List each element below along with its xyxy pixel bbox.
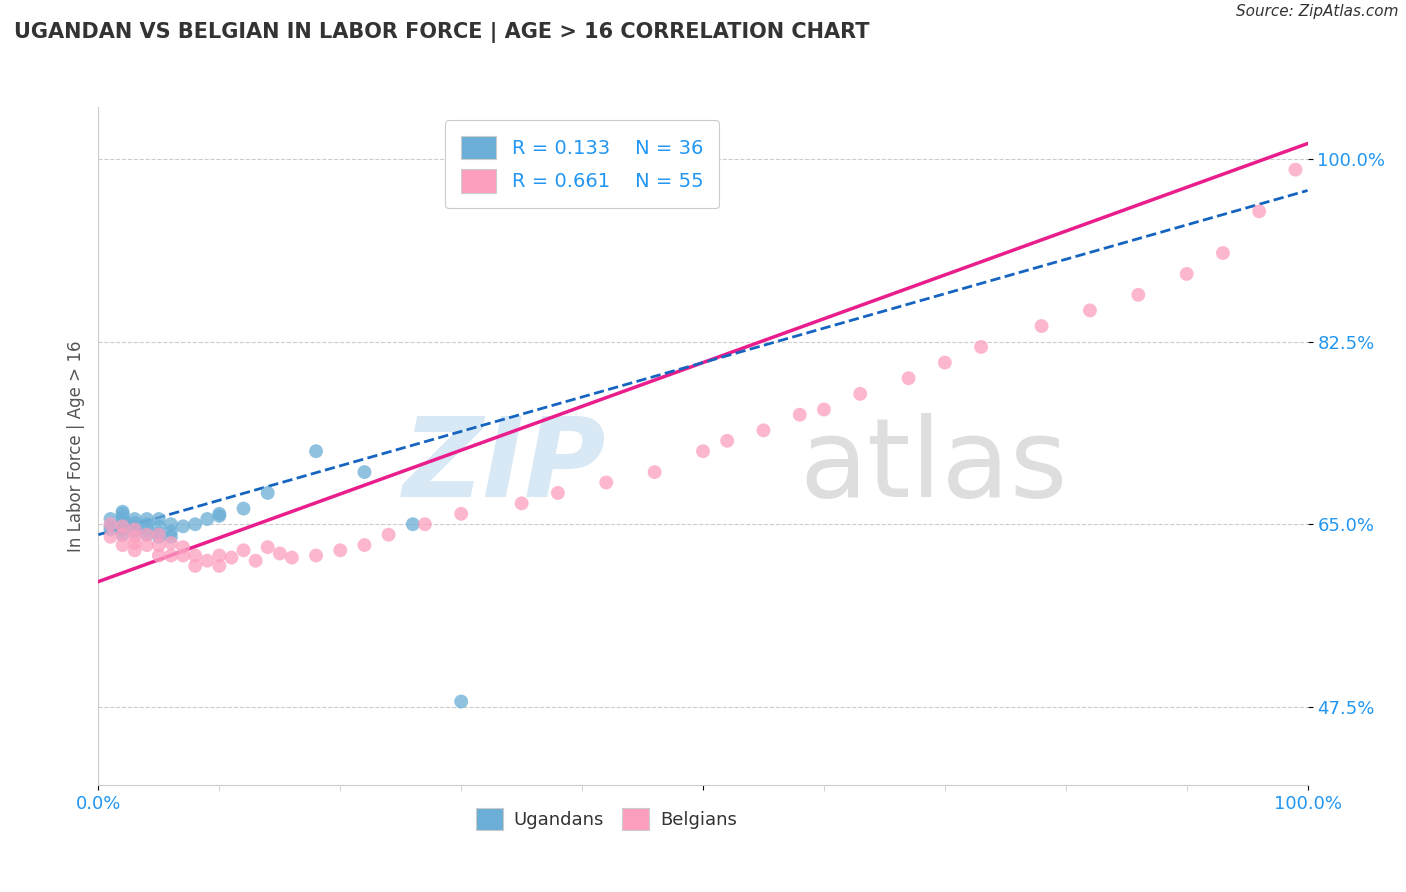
- Point: [232, 543, 254, 558]
- Point: [172, 540, 194, 554]
- Point: [208, 507, 231, 521]
- Point: [232, 501, 254, 516]
- Point: [692, 444, 714, 458]
- Point: [160, 530, 183, 544]
- Point: [111, 523, 134, 537]
- Point: [172, 519, 194, 533]
- Point: [934, 355, 956, 369]
- Point: [148, 549, 170, 563]
- Point: [595, 475, 617, 490]
- Point: [124, 512, 146, 526]
- Point: [124, 520, 146, 534]
- Point: [148, 538, 170, 552]
- Point: [124, 524, 146, 539]
- Y-axis label: In Labor Force | Age > 16: In Labor Force | Age > 16: [66, 340, 84, 552]
- Point: [135, 527, 157, 541]
- Point: [111, 505, 134, 519]
- Point: [377, 527, 399, 541]
- Point: [221, 550, 243, 565]
- Point: [195, 554, 218, 568]
- Point: [245, 554, 267, 568]
- Point: [172, 549, 194, 563]
- Point: [1031, 319, 1053, 334]
- Point: [160, 536, 183, 550]
- Point: [752, 423, 775, 437]
- Point: [124, 516, 146, 531]
- Point: [111, 538, 134, 552]
- Point: [353, 465, 375, 479]
- Point: [111, 519, 134, 533]
- Point: [897, 371, 920, 385]
- Point: [208, 558, 231, 573]
- Point: [1249, 204, 1271, 219]
- Point: [256, 486, 278, 500]
- Point: [329, 543, 352, 558]
- Point: [111, 507, 134, 521]
- Point: [305, 549, 328, 563]
- Point: [135, 517, 157, 532]
- Point: [135, 512, 157, 526]
- Point: [111, 515, 134, 529]
- Point: [547, 486, 569, 500]
- Point: [184, 549, 207, 563]
- Point: [1175, 267, 1198, 281]
- Point: [813, 402, 835, 417]
- Point: [148, 530, 170, 544]
- Point: [281, 550, 304, 565]
- Point: [450, 694, 472, 708]
- Point: [124, 536, 146, 550]
- Point: [1284, 162, 1306, 177]
- Point: [160, 549, 183, 563]
- Point: [1128, 287, 1150, 301]
- Point: [644, 465, 666, 479]
- Point: [402, 517, 425, 532]
- Point: [148, 519, 170, 533]
- Point: [1078, 303, 1101, 318]
- Point: [160, 517, 183, 532]
- Point: [135, 527, 157, 541]
- Point: [135, 538, 157, 552]
- Text: atlas: atlas: [800, 413, 1069, 520]
- Point: [160, 524, 183, 539]
- Point: [111, 519, 134, 533]
- Point: [124, 530, 146, 544]
- Legend: Ugandans, Belgians: Ugandans, Belgians: [468, 800, 744, 837]
- Point: [184, 517, 207, 532]
- Point: [148, 526, 170, 541]
- Point: [305, 444, 328, 458]
- Point: [353, 538, 375, 552]
- Point: [100, 523, 122, 537]
- Point: [124, 523, 146, 537]
- Point: [148, 512, 170, 526]
- Point: [789, 408, 811, 422]
- Text: Source: ZipAtlas.com: Source: ZipAtlas.com: [1236, 4, 1399, 20]
- Point: [195, 512, 218, 526]
- Point: [111, 511, 134, 525]
- Point: [111, 527, 134, 541]
- Text: ZIP: ZIP: [402, 413, 606, 520]
- Point: [111, 527, 134, 541]
- Point: [124, 543, 146, 558]
- Point: [100, 517, 122, 532]
- Point: [269, 546, 291, 560]
- Point: [716, 434, 738, 448]
- Point: [849, 387, 872, 401]
- Point: [256, 540, 278, 554]
- Point: [148, 527, 170, 541]
- Point: [100, 530, 122, 544]
- Text: UGANDAN VS BELGIAN IN LABOR FORCE | AGE > 16 CORRELATION CHART: UGANDAN VS BELGIAN IN LABOR FORCE | AGE …: [14, 22, 869, 44]
- Point: [970, 340, 993, 354]
- Point: [184, 558, 207, 573]
- Point: [100, 519, 122, 533]
- Point: [208, 508, 231, 523]
- Point: [450, 507, 472, 521]
- Point: [135, 523, 157, 537]
- Point: [208, 549, 231, 563]
- Point: [510, 496, 533, 510]
- Point: [100, 512, 122, 526]
- Point: [413, 517, 436, 532]
- Point: [1212, 246, 1234, 260]
